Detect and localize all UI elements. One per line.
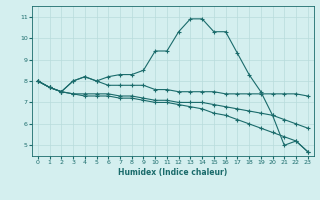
X-axis label: Humidex (Indice chaleur): Humidex (Indice chaleur) xyxy=(118,168,228,177)
